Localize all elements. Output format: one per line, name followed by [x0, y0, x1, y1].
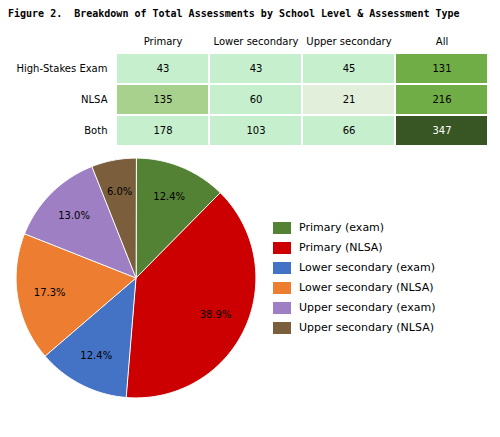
html-text:Figure 2. Breakdown of Total A: Figure 2. Breakdown of Total Assessments…	[8, 8, 460, 19]
svg-text:12.4%: 12.4%	[153, 191, 185, 202]
html-text:Upper secondary (NLSA): Upper secondary (NLSA)	[299, 321, 434, 334]
svg-text:66: 66	[343, 125, 356, 136]
svg-text:43: 43	[157, 63, 170, 74]
html-text:Lower secondary (NLSA): Lower secondary (NLSA)	[299, 281, 434, 294]
svg-text:38.9%: 38.9%	[200, 309, 232, 320]
svg-text:131: 131	[432, 63, 451, 74]
html-text:Primary (exam): Primary (exam)	[299, 221, 385, 234]
svg-text:43: 43	[250, 63, 263, 74]
html-text:Upper secondary (exam): Upper secondary (exam)	[299, 301, 436, 314]
svg-text:NLSA: NLSA	[81, 94, 108, 105]
svg-text:Upper secondary: Upper secondary	[306, 36, 391, 47]
svg-text:Lower secondary: Lower secondary	[214, 36, 299, 47]
html-text:Primary (NLSA): Primary (NLSA)	[299, 241, 383, 254]
svg-text:45: 45	[343, 63, 356, 74]
svg-text:347: 347	[432, 125, 451, 136]
svg-text:216: 216	[432, 94, 451, 105]
svg-text:178: 178	[153, 125, 172, 136]
svg-text:6.0%: 6.0%	[107, 186, 132, 197]
svg-text:All: All	[436, 36, 448, 47]
svg-text:12.4%: 12.4%	[80, 350, 112, 361]
svg-text:High-Stakes Exam: High-Stakes Exam	[16, 63, 107, 74]
svg-text:103: 103	[246, 125, 265, 136]
svg-text:17.3%: 17.3%	[34, 287, 66, 298]
html-text:Lower secondary (exam): Lower secondary (exam)	[299, 261, 436, 274]
svg-text:13.0%: 13.0%	[58, 210, 90, 221]
svg-text:21: 21	[343, 94, 356, 105]
svg-text:Both: Both	[84, 125, 107, 136]
svg-text:60: 60	[250, 94, 263, 105]
svg-text:Primary: Primary	[144, 36, 183, 47]
svg-text:135: 135	[153, 94, 172, 105]
